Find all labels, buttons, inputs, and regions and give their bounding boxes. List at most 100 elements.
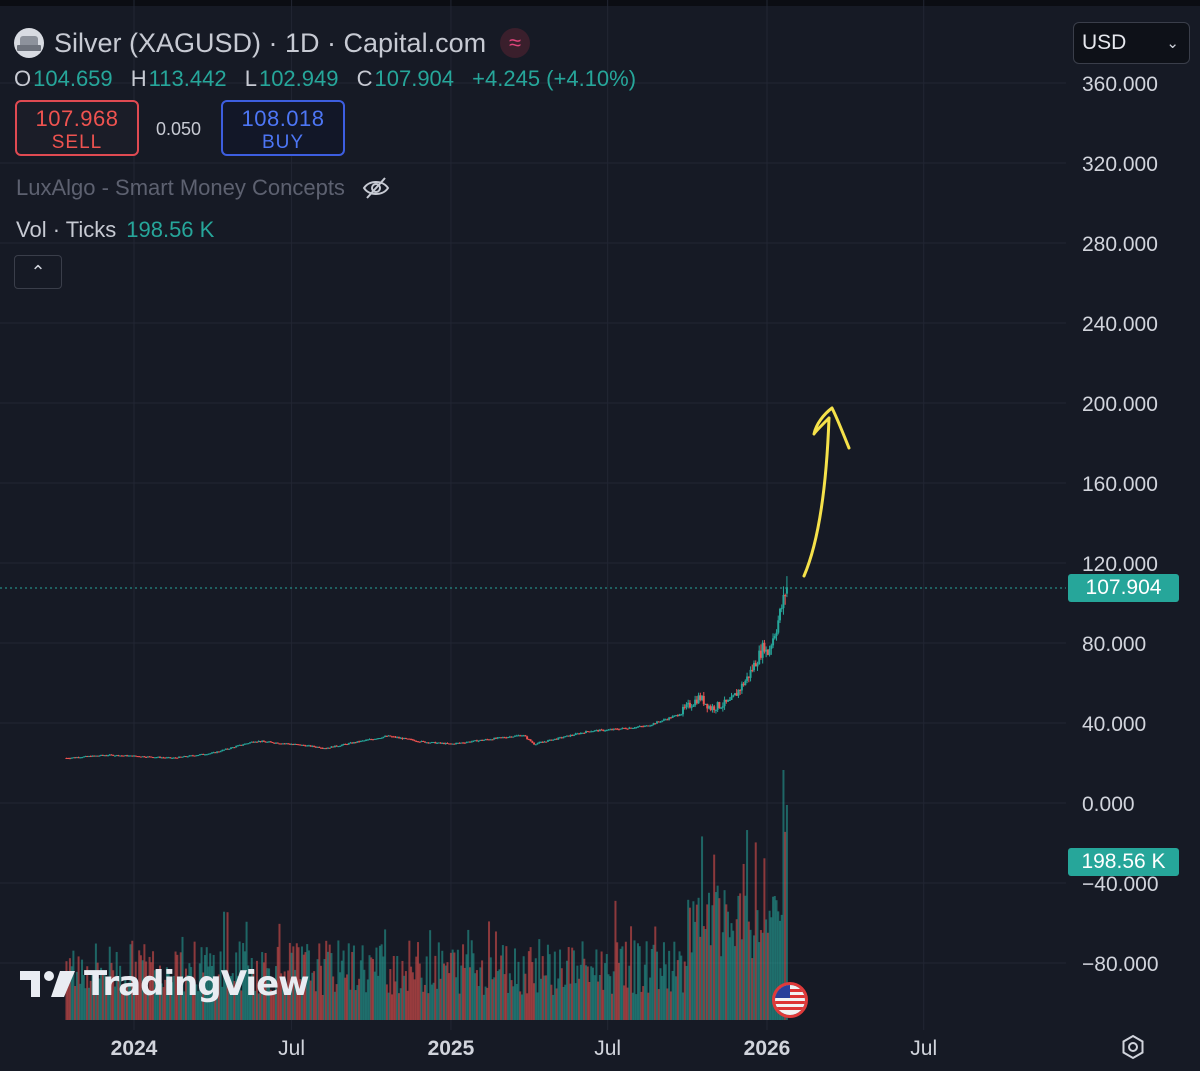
sell-button[interactable]: 107.968 SELL xyxy=(15,100,139,156)
symbol-title-row[interactable]: Silver (XAGUSD) · 1D · Capital.com ≈ xyxy=(14,26,531,60)
volume-bar xyxy=(153,970,156,1020)
candle-body xyxy=(455,743,458,745)
candle-body xyxy=(333,745,336,748)
eye-crossed-icon[interactable] xyxy=(361,175,391,201)
candle-body xyxy=(524,735,527,737)
candle-body xyxy=(775,632,778,637)
volume-bar xyxy=(415,956,418,1020)
candle-body xyxy=(224,748,227,750)
candle-body xyxy=(643,725,646,727)
volume-bar xyxy=(591,967,594,1020)
candle-body xyxy=(207,753,210,755)
candle-body xyxy=(598,729,601,732)
volume-bar xyxy=(181,936,184,1020)
volume-bar xyxy=(294,969,297,1020)
volume-bar xyxy=(619,948,622,1020)
volume-bar xyxy=(273,993,276,1020)
volume-bar xyxy=(716,885,719,1020)
volume-legend[interactable]: Vol · Ticks 198.56 K xyxy=(16,217,214,243)
candle-body xyxy=(765,649,768,652)
candle-body xyxy=(694,699,697,706)
volume-bar xyxy=(169,994,172,1020)
volume-bar xyxy=(571,947,574,1020)
candle-body xyxy=(148,756,151,758)
currency-select[interactable]: USD ⌄ xyxy=(1073,22,1190,64)
volume-bar xyxy=(264,953,267,1020)
candle-body xyxy=(167,757,170,759)
candle-body xyxy=(496,737,499,739)
volume-bar xyxy=(784,831,787,1020)
volume-bar xyxy=(650,948,653,1020)
volume-bar xyxy=(113,986,116,1020)
candle-body xyxy=(768,649,771,655)
candle-body xyxy=(119,755,122,757)
volume-bar xyxy=(614,900,617,1020)
candle-body xyxy=(583,732,586,734)
candle-body xyxy=(545,741,548,743)
candle-body xyxy=(200,753,203,755)
volume-bar xyxy=(292,946,295,1020)
us-flag-icon[interactable] xyxy=(772,982,808,1018)
volume-bar xyxy=(526,993,529,1020)
settings-gear-icon[interactable] xyxy=(1120,1034,1146,1060)
candle-body xyxy=(198,754,201,756)
volume-bar xyxy=(368,955,371,1020)
candle-body xyxy=(65,758,68,759)
candle-body xyxy=(446,742,449,744)
candle-body xyxy=(695,699,698,704)
volume-bar xyxy=(304,952,307,1020)
candle-body xyxy=(486,739,489,741)
volume-bar xyxy=(224,969,227,1020)
candle-body xyxy=(307,745,310,747)
volume-bar xyxy=(458,993,461,1020)
tradingview-logo[interactable]: TradingView xyxy=(20,964,310,1004)
volume-bar xyxy=(673,941,676,1020)
candle-body xyxy=(418,741,421,743)
candle-body xyxy=(479,739,482,741)
volume-bar xyxy=(396,956,399,1020)
candle-body xyxy=(498,737,501,739)
candle-body xyxy=(465,742,468,744)
volume-bar xyxy=(119,965,122,1020)
candle-body xyxy=(432,742,435,744)
collapse-legend-button[interactable]: ⌃ xyxy=(14,255,62,289)
volume-bar xyxy=(205,947,208,1020)
volume-bar xyxy=(155,993,158,1020)
volume-bar xyxy=(557,978,560,1020)
ohlc-values: O104.659 H113.442 L102.949 C107.904 +4.2… xyxy=(14,66,648,92)
volume-bar xyxy=(704,929,707,1020)
candle-body xyxy=(250,741,253,743)
time-axis: 2024 Jul 2025 Jul 2026 Jul xyxy=(111,1037,938,1060)
candle-body xyxy=(74,757,77,759)
candle-body xyxy=(242,744,245,746)
live-data-icon[interactable]: ≈ xyxy=(500,28,531,58)
volume-bar xyxy=(548,954,551,1020)
candle-body xyxy=(505,737,508,739)
volume-bar xyxy=(657,989,660,1020)
candle-body xyxy=(749,669,752,678)
volume-bar xyxy=(635,994,638,1020)
candle-body xyxy=(216,751,219,753)
candle-body xyxy=(602,729,605,731)
candle-body xyxy=(543,741,546,743)
indicator-legend[interactable]: LuxAlgo - Smart Money Concepts xyxy=(16,175,391,201)
candle-body xyxy=(636,726,639,728)
price-axis: 360.000 320.000 280.000 240.000 200.000 160.0… xyxy=(1082,73,1159,976)
candle-body xyxy=(697,695,700,704)
volume-bar xyxy=(586,966,589,1020)
candle-body xyxy=(555,738,558,740)
volume-bar xyxy=(316,959,319,1020)
volume-bar xyxy=(134,961,137,1020)
volume-bar xyxy=(184,968,187,1020)
buy-button[interactable]: 108.018 BUY xyxy=(221,100,345,156)
volume-bar xyxy=(602,989,605,1020)
volume-bar xyxy=(578,978,581,1020)
high-value: 113.442 xyxy=(148,66,227,91)
candle-body xyxy=(701,695,704,700)
volume-bar xyxy=(356,985,359,1020)
candle-body xyxy=(460,742,463,744)
candle-body xyxy=(82,756,85,758)
volume-bar xyxy=(642,986,645,1020)
candle-body xyxy=(382,736,385,738)
